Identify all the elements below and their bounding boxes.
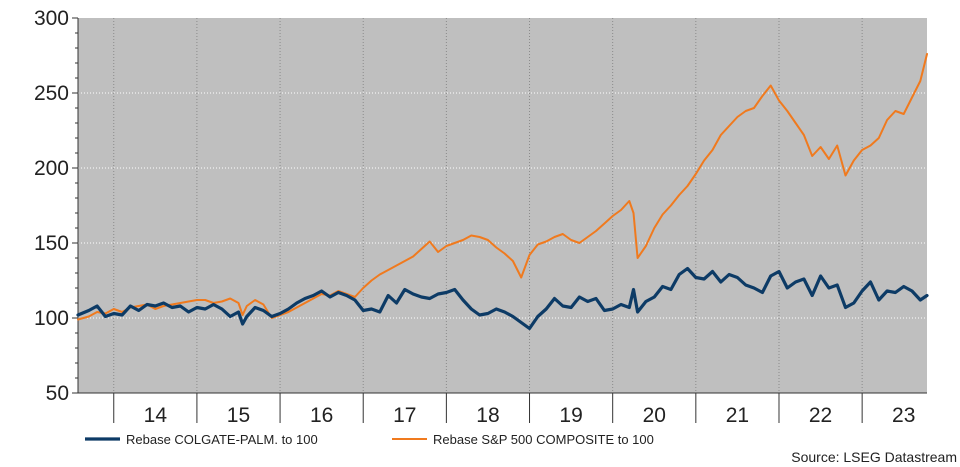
y-tick-label: 50 [46,382,69,405]
plot-area [78,18,927,393]
y-tick-label: 250 [34,82,69,105]
x-tick-label: 18 [476,404,499,427]
x-tick-label: 14 [144,404,168,427]
y-tick-label: 150 [34,232,69,255]
x-tick-label: 21 [726,404,749,427]
x-tick-label: 17 [393,404,416,427]
series-line-sp500 [77,53,928,321]
axes: 50 100 150 200 250 300 14 15 16 17 18 19 20 21 22 23 [34,7,927,427]
x-tick-label: 22 [809,404,832,427]
source-note: Source: LSEG Datastream [791,449,957,465]
x-tick-label: 23 [892,404,915,427]
x-tick-label: 15 [227,404,250,427]
y-tick-label: 100 [34,307,69,330]
legend: Rebase COLGATE-PALM. to 100 Rebase S&P 50… [85,432,654,447]
legend-label: Rebase S&P 500 COMPOSITE to 100 [433,432,654,447]
legend-label: Rebase COLGATE-PALM. to 100 [126,432,318,447]
series-line-colgate [76,266,929,331]
gridlines [78,18,927,393]
x-tick-label: 20 [643,404,666,427]
y-tick-label: 200 [34,157,69,180]
x-tick-label: 16 [310,404,333,427]
y-tick-label: 300 [34,7,69,30]
x-tick-label: 19 [559,404,582,427]
series-lines [76,53,929,331]
